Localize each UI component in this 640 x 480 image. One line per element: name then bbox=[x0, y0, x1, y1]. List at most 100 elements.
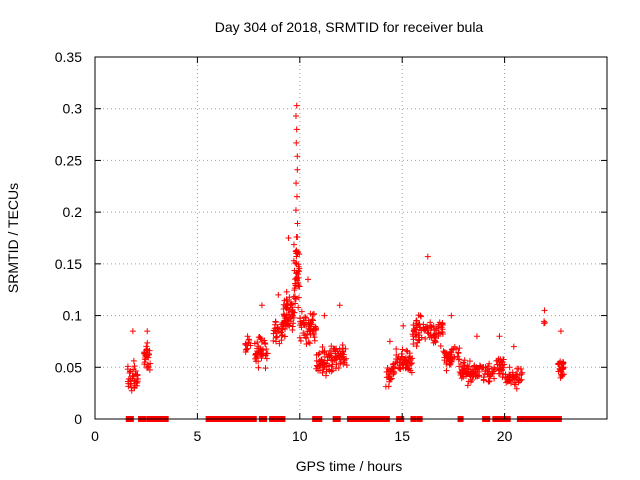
y-tick-label: 0.2 bbox=[63, 204, 83, 220]
y-tick-label: 0.25 bbox=[55, 152, 82, 168]
data-point bbox=[329, 367, 336, 374]
data-point bbox=[469, 377, 476, 384]
data-point bbox=[415, 312, 422, 319]
data-point bbox=[560, 359, 567, 366]
data-point bbox=[455, 356, 462, 363]
data-point bbox=[541, 318, 548, 325]
data-point bbox=[332, 350, 339, 357]
data-point bbox=[297, 315, 304, 322]
y-tick-label: 0 bbox=[74, 411, 82, 427]
data-point bbox=[414, 339, 421, 346]
data-point bbox=[289, 327, 296, 334]
data-point bbox=[457, 370, 464, 377]
x-tick-label: 15 bbox=[394, 428, 410, 444]
data-point bbox=[294, 277, 301, 284]
data-point bbox=[507, 380, 514, 387]
data-point bbox=[480, 363, 487, 370]
data-point bbox=[126, 369, 133, 376]
data-point bbox=[246, 336, 253, 343]
data-point bbox=[292, 248, 299, 255]
data-point bbox=[286, 294, 293, 301]
data-point bbox=[497, 356, 504, 363]
data-point bbox=[413, 320, 420, 327]
data-point bbox=[294, 153, 301, 160]
data-point bbox=[295, 283, 302, 290]
data-point bbox=[411, 325, 418, 332]
data-point bbox=[313, 351, 320, 358]
data-point bbox=[510, 343, 517, 350]
data-point bbox=[141, 359, 148, 366]
data-point bbox=[307, 310, 314, 317]
data-point bbox=[262, 365, 269, 372]
data-point bbox=[280, 301, 287, 308]
data-point bbox=[242, 340, 249, 347]
data-point bbox=[314, 363, 321, 370]
data-point bbox=[307, 331, 314, 338]
y-tick-label: 0.15 bbox=[55, 256, 82, 272]
data-point bbox=[437, 343, 444, 350]
y-tick-label: 0.35 bbox=[55, 49, 82, 65]
data-point bbox=[560, 365, 567, 372]
data-point bbox=[448, 312, 455, 319]
data-point bbox=[465, 363, 472, 370]
data-point bbox=[244, 333, 251, 340]
data-point bbox=[489, 370, 496, 377]
data-point bbox=[338, 353, 345, 360]
plot-frame bbox=[94, 56, 608, 420]
data-point bbox=[293, 102, 300, 109]
data-point bbox=[270, 337, 277, 344]
data-point bbox=[506, 364, 513, 371]
data-point bbox=[261, 337, 268, 344]
data-point bbox=[329, 357, 336, 364]
data-point bbox=[144, 346, 151, 353]
data-point bbox=[457, 360, 464, 367]
data-point bbox=[485, 378, 492, 385]
data-point bbox=[443, 361, 450, 368]
data-point bbox=[511, 375, 518, 382]
data-point bbox=[459, 364, 466, 371]
x-axis-label: GPS time / hours bbox=[296, 458, 403, 474]
data-point bbox=[481, 370, 488, 377]
data-point bbox=[305, 339, 312, 346]
data-point bbox=[293, 233, 300, 240]
data-point bbox=[282, 317, 289, 324]
data-point bbox=[284, 304, 291, 311]
data-point bbox=[393, 346, 400, 353]
data-point bbox=[465, 378, 472, 385]
data-point bbox=[291, 309, 298, 316]
data-point bbox=[324, 354, 331, 361]
data-point bbox=[494, 361, 501, 368]
data-points bbox=[124, 102, 567, 394]
data-point bbox=[439, 321, 446, 328]
data-point bbox=[422, 324, 429, 331]
data-point bbox=[425, 330, 432, 337]
data-point bbox=[290, 293, 297, 300]
data-point bbox=[336, 302, 343, 309]
data-point bbox=[321, 348, 328, 355]
data-point bbox=[441, 354, 448, 361]
data-point bbox=[431, 333, 438, 340]
data-point bbox=[443, 367, 450, 374]
data-point bbox=[491, 375, 498, 382]
data-point bbox=[427, 327, 434, 334]
data-point bbox=[302, 313, 309, 320]
data-point bbox=[388, 375, 395, 382]
data-point bbox=[282, 326, 289, 333]
data-point bbox=[304, 276, 311, 283]
data-point bbox=[486, 368, 493, 375]
data-point bbox=[309, 328, 316, 335]
data-point bbox=[131, 363, 138, 370]
data-point bbox=[292, 282, 299, 289]
data-point bbox=[131, 385, 138, 392]
data-point bbox=[293, 180, 300, 187]
data-point bbox=[293, 139, 300, 146]
data-point bbox=[456, 345, 463, 352]
data-point bbox=[125, 383, 132, 390]
data-point bbox=[515, 379, 522, 386]
data-point bbox=[451, 354, 458, 361]
data-point bbox=[515, 365, 522, 372]
data-point bbox=[258, 302, 265, 309]
data-point bbox=[398, 350, 405, 357]
data-point bbox=[258, 351, 265, 358]
y-tick-label: 0.3 bbox=[63, 101, 83, 117]
